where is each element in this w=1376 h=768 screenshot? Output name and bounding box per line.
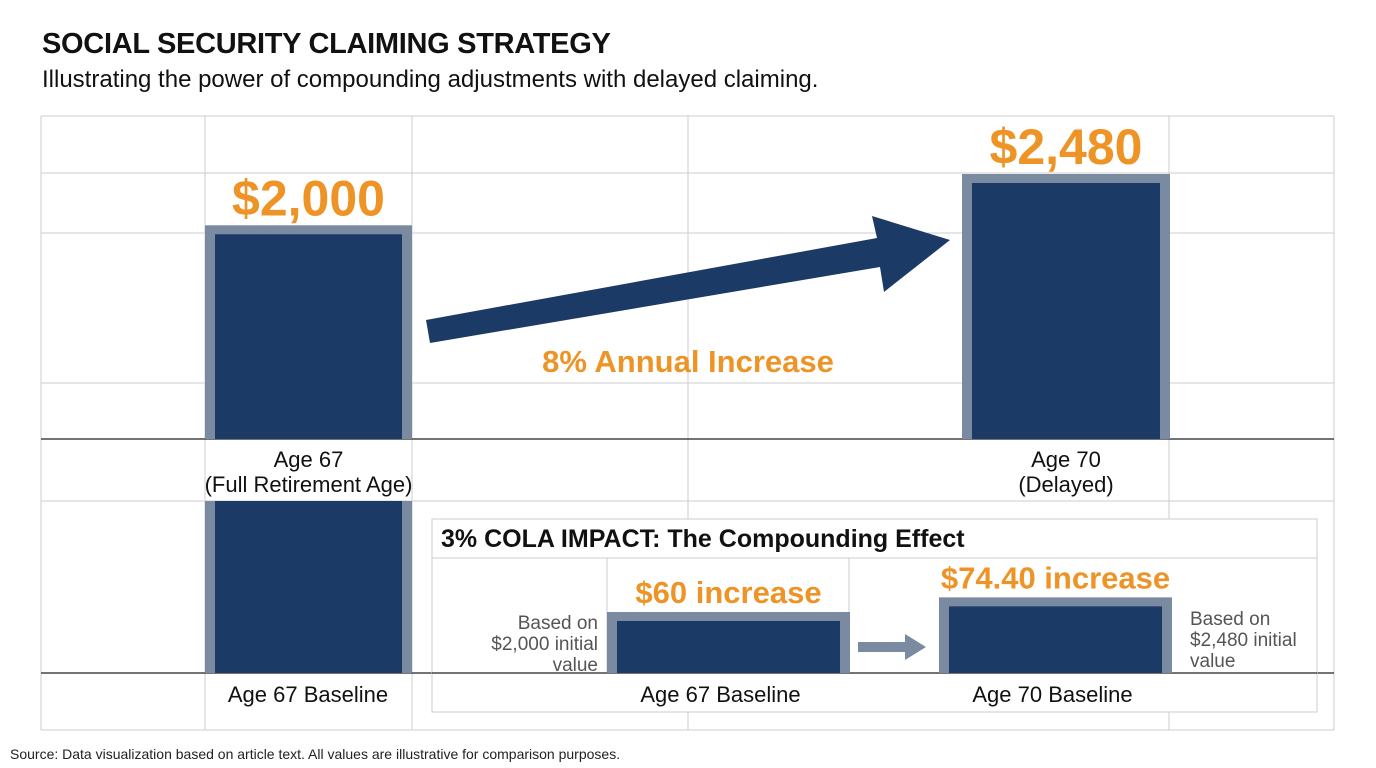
source-note: Source: Data visualization based on arti… bbox=[10, 746, 621, 762]
bar bbox=[215, 234, 402, 439]
baseline-note: $2,000 initial bbox=[491, 634, 598, 655]
chart-marks: $2,000 Age 67(Full Retirement Age) $2,480 A… bbox=[205, 119, 1318, 713]
growth-arrow bbox=[426, 216, 950, 343]
baseline-note: value bbox=[1190, 651, 1235, 672]
growth-annotation: 8% Annual Increase bbox=[542, 344, 834, 379]
bar-value-label: $74.40 increase bbox=[941, 560, 1170, 595]
bar bbox=[972, 183, 1160, 439]
chart-title: SOCIAL SECURITY CLAIMING STRATEGY bbox=[42, 28, 611, 60]
baseline-note: $2,480 initial bbox=[1190, 630, 1297, 651]
x-tick-label: Age 67 Baseline bbox=[640, 682, 800, 707]
bar bbox=[215, 501, 402, 673]
comparison-arrow bbox=[858, 634, 926, 660]
x-tick-label: Age 67 bbox=[274, 447, 344, 472]
baseline-note: Based on bbox=[1190, 609, 1270, 630]
cola-title: 3% COLA IMPACT: The Compounding Effect bbox=[441, 525, 965, 553]
bar bbox=[949, 606, 1162, 673]
baseline-note: value bbox=[553, 655, 598, 676]
bar-value-label: $60 increase bbox=[635, 575, 821, 610]
chart-subtitle: Illustrating the power of compounding ad… bbox=[42, 66, 819, 93]
bar-value-label: $2,000 bbox=[232, 170, 385, 226]
baseline-note: Based on bbox=[518, 613, 598, 634]
x-tick-label: Age 67 Baseline bbox=[228, 682, 388, 707]
x-tick-label: (Full Retirement Age) bbox=[205, 472, 413, 497]
x-tick-label: Age 70 Baseline bbox=[972, 682, 1132, 707]
x-tick-label: (Delayed) bbox=[1018, 472, 1113, 497]
bar bbox=[617, 621, 840, 673]
bar-value-label: $2,480 bbox=[990, 119, 1143, 175]
x-tick-label: Age 70 bbox=[1031, 447, 1101, 472]
